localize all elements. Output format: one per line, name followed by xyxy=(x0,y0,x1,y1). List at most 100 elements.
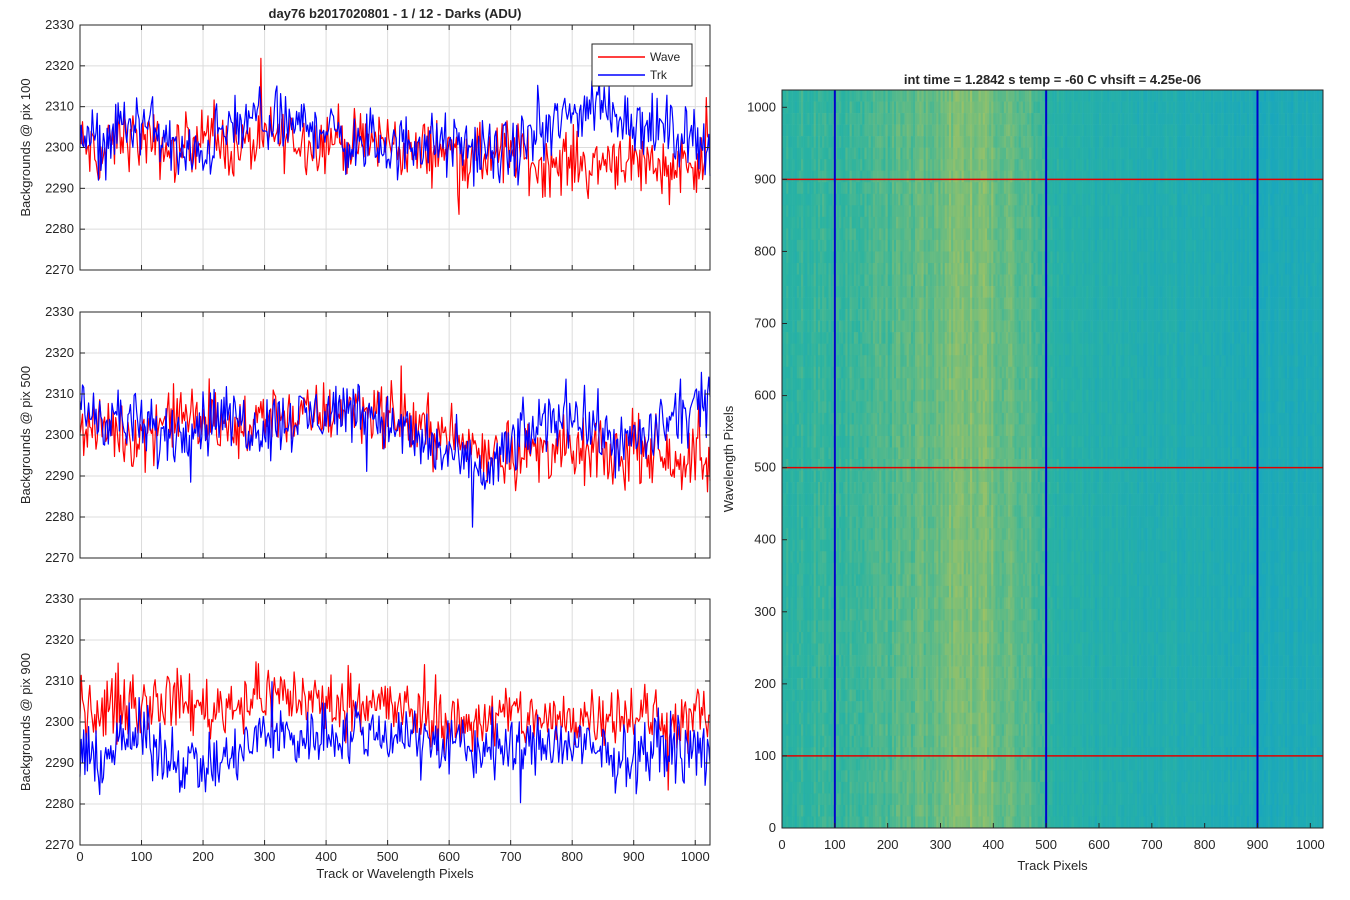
heatmap-cell xyxy=(809,528,812,541)
heatmap-cell xyxy=(860,389,863,402)
heatmap-cell xyxy=(794,262,798,275)
heatmap-cell xyxy=(872,482,876,494)
heatmap-cell xyxy=(927,678,931,690)
heatmap-cell xyxy=(801,758,804,771)
heatmap-cell xyxy=(900,355,903,368)
heatmap-cell xyxy=(872,735,876,748)
heatmap-cell xyxy=(902,216,905,229)
heatmap-cell xyxy=(792,539,795,552)
heatmap-cell xyxy=(913,124,916,137)
heatmap-cell xyxy=(866,159,869,172)
heatmap-cell xyxy=(870,355,874,368)
heatmap-cell xyxy=(891,528,895,541)
heatmap-cell xyxy=(790,228,793,241)
heatmap-cell xyxy=(792,804,795,817)
heatmap-cell xyxy=(896,389,899,402)
heatmap-cell xyxy=(830,735,834,748)
heatmap-cell xyxy=(868,170,872,183)
heatmap-cell xyxy=(843,159,846,172)
heatmap-cell xyxy=(929,608,933,621)
heatmap-cell xyxy=(879,689,882,702)
heatmap-cell xyxy=(828,193,831,206)
heatmap-cell xyxy=(900,562,903,575)
heatmap-cell xyxy=(938,493,941,506)
heatmap-cell xyxy=(843,804,846,817)
heatmap-cell xyxy=(923,193,926,206)
heatmap-cell xyxy=(927,309,931,321)
heatmap-cell xyxy=(877,666,880,679)
heatmap-cell xyxy=(839,643,842,656)
heatmap-cell xyxy=(790,712,793,725)
heatmap-cell xyxy=(794,124,798,137)
heatmap-cell xyxy=(830,747,834,760)
heatmap-cell xyxy=(803,459,806,471)
heatmap-cell xyxy=(896,528,899,541)
heatmap-cell xyxy=(790,655,793,667)
heatmap-cell xyxy=(843,516,846,529)
heatmap-cell xyxy=(841,101,844,114)
heatmap-cell xyxy=(915,781,918,794)
heatmap-cell xyxy=(817,793,821,806)
heatmap-cell xyxy=(824,482,827,494)
heatmap-cell xyxy=(853,493,857,506)
heatmap-cell xyxy=(902,90,905,102)
heatmap-cell xyxy=(866,643,869,656)
heatmap-cell xyxy=(792,159,795,172)
heatmap-cell xyxy=(849,747,853,760)
heatmap-cell xyxy=(864,412,867,425)
heatmap-cell xyxy=(908,401,912,414)
heatmap-cell xyxy=(896,412,899,425)
heatmap-cell xyxy=(811,101,814,114)
heatmap-cell xyxy=(798,251,802,264)
heatmap-cell xyxy=(864,378,867,391)
heatmap-cell xyxy=(843,366,846,379)
heatmap-cell xyxy=(853,585,857,598)
heatmap-cell xyxy=(887,147,891,160)
heatmap-cell xyxy=(919,320,922,333)
heatmap-cell xyxy=(788,597,791,610)
heatmap-cell xyxy=(898,712,901,725)
heatmap-cell xyxy=(879,309,882,321)
heatmap-cell xyxy=(879,170,882,183)
heatmap-cell xyxy=(915,401,918,414)
heatmap-cell xyxy=(820,804,823,817)
heatmap-cell xyxy=(813,101,817,114)
heatmap-cell xyxy=(822,251,825,264)
heatmap-cell xyxy=(906,401,910,414)
heatmap-cell xyxy=(815,389,819,402)
heatmap-cell xyxy=(896,262,899,275)
heatmap-cell xyxy=(913,666,916,679)
heatmap-cell xyxy=(824,239,827,252)
heatmap-cell xyxy=(910,735,914,748)
heatmap-cell xyxy=(927,505,931,517)
heatmap-cell xyxy=(851,124,855,137)
heatmap-cell xyxy=(862,401,865,414)
heatmap-cell xyxy=(862,435,865,448)
heatmap-cell xyxy=(929,793,933,806)
heatmap-cell xyxy=(836,643,840,656)
heatmap-cell xyxy=(913,539,916,552)
heatmap-cell xyxy=(790,747,793,760)
heatmap-cell xyxy=(889,735,893,748)
heatmap-cell xyxy=(788,182,791,195)
heatmap-cell xyxy=(839,239,842,252)
heatmap-cell xyxy=(885,101,888,114)
heatmap-cell xyxy=(913,343,916,356)
heatmap-cell xyxy=(822,286,825,298)
heatmap-cell xyxy=(841,655,844,667)
y-tick-label: 2280 xyxy=(45,221,74,236)
heatmap-cell xyxy=(902,539,905,552)
heatmap-cell xyxy=(864,585,867,598)
heatmap-cell xyxy=(817,401,821,414)
heatmap-cell xyxy=(815,205,819,218)
heatmap-cell xyxy=(898,631,901,644)
heatmap-cell xyxy=(853,182,857,195)
heatmap-cell xyxy=(803,620,806,633)
heatmap-cell xyxy=(826,712,829,725)
heatmap-cell xyxy=(828,528,831,541)
heatmap-cell xyxy=(906,701,910,713)
heatmap-cell xyxy=(889,758,893,771)
heatmap-cell xyxy=(908,770,912,783)
heatmap-cell xyxy=(788,332,791,344)
heatmap-cell xyxy=(855,366,859,379)
